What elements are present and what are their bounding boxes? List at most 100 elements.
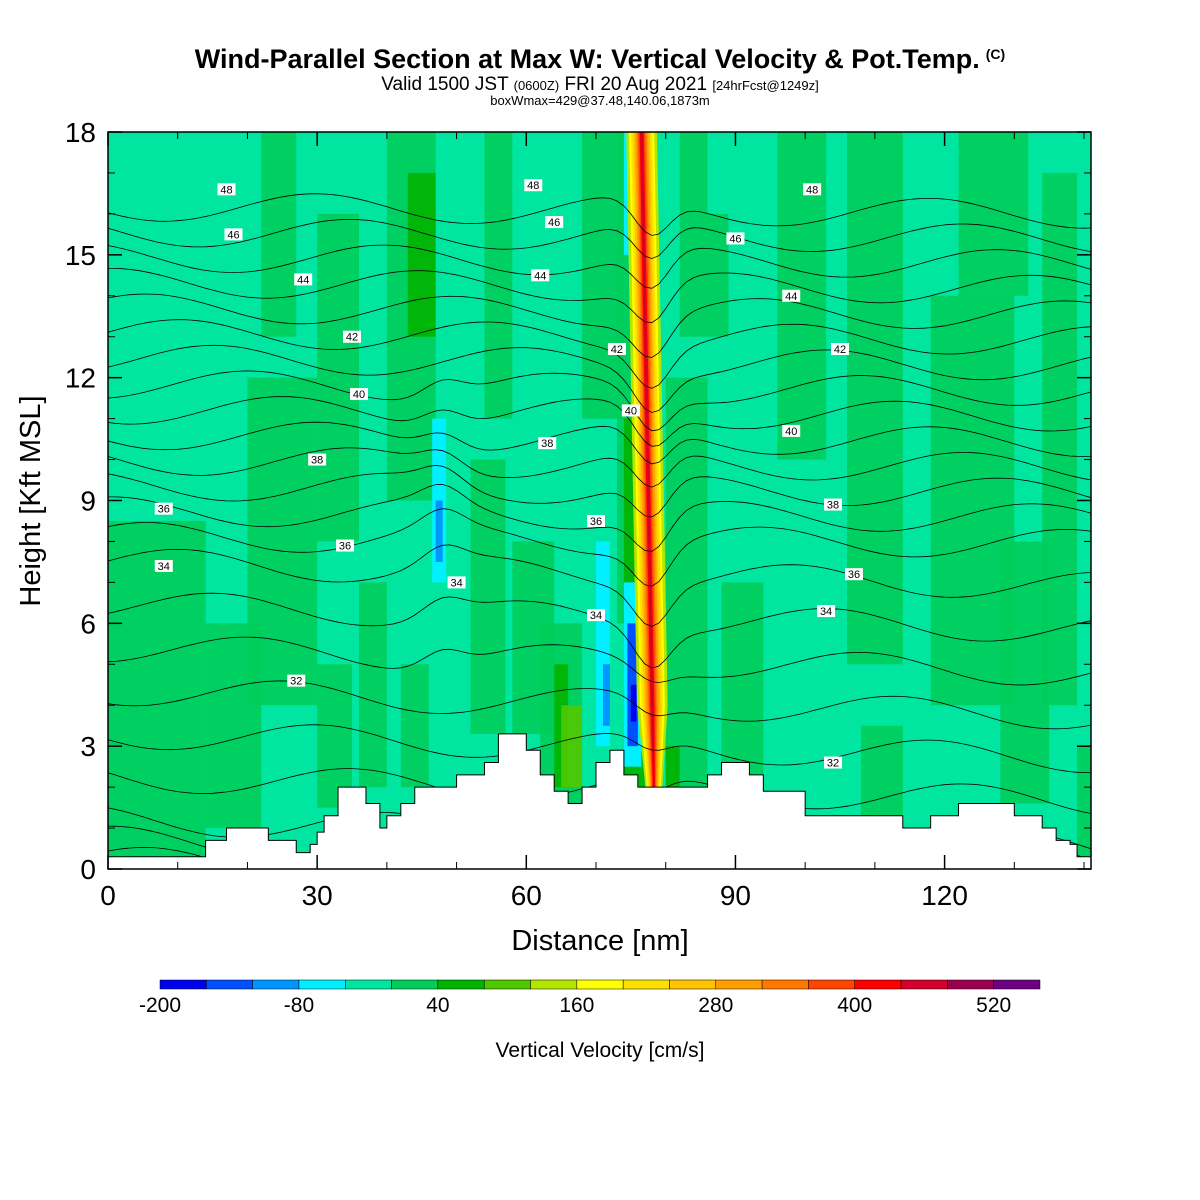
colorbar-swatch (345, 979, 392, 990)
svg-text:34: 34 (590, 610, 602, 622)
svg-text:44: 44 (297, 274, 309, 286)
svg-text:44: 44 (785, 291, 797, 303)
terrain (107, 733, 1092, 870)
colorbar-swatch (761, 979, 809, 990)
y-tick-label: 15 (65, 240, 96, 271)
svg-text:40: 40 (785, 426, 797, 438)
colorbar-swatch (206, 979, 253, 990)
y-tick-label: 12 (65, 363, 96, 394)
copyright-mark: (C) (985, 46, 1006, 62)
colorbar-swatch (669, 979, 717, 990)
svg-text:34: 34 (450, 577, 462, 589)
svg-text:40: 40 (353, 389, 365, 401)
contour-label: 34 (447, 576, 466, 589)
colorbar-tick-label: 280 (698, 994, 733, 1017)
contour-label: 44 (782, 289, 801, 303)
colorbar-swatch (854, 979, 902, 990)
colorbar-swatch (530, 979, 578, 990)
contour-label: 48 (803, 183, 822, 196)
svg-text:36: 36 (158, 504, 170, 516)
svg-text:32: 32 (827, 758, 839, 770)
svg-text:48: 48 (806, 184, 818, 196)
x-axis: 0 30 60 90 120 (100, 132, 1085, 911)
svg-text:36: 36 (339, 541, 351, 553)
svg-text:44: 44 (534, 270, 546, 282)
svg-text:46: 46 (548, 217, 560, 229)
x-tick-label: 0 (100, 880, 116, 911)
contour-label: 36 (844, 568, 863, 581)
contour-label: 38 (824, 498, 843, 512)
svg-text:36: 36 (848, 569, 860, 581)
x-tick-label: 60 (511, 880, 542, 911)
svg-text:42: 42 (834, 344, 846, 356)
y-tick-label: 6 (80, 608, 96, 639)
colorbar-swatch (808, 979, 855, 990)
contour-label: 32 (287, 674, 306, 688)
y-tick-label: 0 (80, 854, 96, 885)
colorbar-swatch (576, 979, 624, 990)
colorbar-swatch (437, 979, 485, 990)
contour-label: 38 (538, 437, 557, 450)
contour-label: 44 (531, 269, 550, 282)
contour-label: 48 (524, 179, 543, 192)
contour-label: 40 (621, 404, 640, 417)
svg-text:46: 46 (227, 229, 239, 241)
y-axis-title: Height [Kft MSL] (15, 395, 47, 606)
x-axis-title: Distance [nm] (511, 925, 688, 957)
colorbar-tick-label: 520 (976, 994, 1011, 1017)
x-tick-label: 120 (921, 880, 968, 911)
colorbar-swatch (159, 979, 207, 990)
contour-label: 34 (817, 605, 836, 618)
contour-label: 36 (587, 514, 606, 528)
colorbar-swatch (252, 979, 300, 990)
svg-text:36: 36 (590, 516, 602, 528)
svg-text:46: 46 (729, 233, 741, 245)
chart-title: Wind-Parallel Section at Max W: Vertical… (194, 44, 1006, 74)
contour-label: 42 (343, 330, 362, 344)
colorbar-tick-label: 400 (837, 994, 872, 1017)
y-tick-label: 18 (65, 117, 96, 148)
colorbar-tick-label: 40 (426, 994, 449, 1017)
colorbar-swatch (947, 979, 994, 990)
svg-text:48: 48 (220, 184, 232, 196)
colorbar-tick-label: -80 (284, 994, 314, 1017)
svg-text:32: 32 (290, 676, 302, 688)
contour-label: 44 (294, 273, 313, 286)
contour-label: 36 (154, 502, 173, 516)
svg-text:42: 42 (611, 344, 623, 356)
contour-labels: 48 48 48 46 46 46 44 44 44 42 42 42 40 40 40 38 38 38 36 36… (154, 179, 863, 770)
svg-text:40: 40 (625, 405, 637, 417)
colorbar-swatch (391, 979, 439, 990)
x-tick-label: 30 (302, 880, 333, 911)
contour-label: 46 (545, 216, 564, 229)
contour-label: 36 (336, 539, 355, 553)
colorbar-swatch (715, 979, 763, 990)
contour-label: 34 (154, 560, 173, 573)
y-tick-label: 3 (80, 731, 96, 762)
colorbar-swatch (900, 979, 948, 990)
colorbar-title: Vertical Velocity [cm/s] (496, 1039, 705, 1062)
svg-text:38: 38 (827, 500, 839, 512)
chart-subtitle: Valid 1500 JST (0600Z) FRI 20 Aug 2021 [… (381, 74, 819, 95)
chart-box-info: boxWmax=429@37.48,140.06,1873m (490, 93, 710, 108)
colorbar-swatch (622, 979, 670, 990)
svg-text:48: 48 (527, 180, 539, 192)
svg-text:42: 42 (346, 332, 358, 344)
colorbar-tick-label: -200 (139, 994, 181, 1017)
colorbar: -200 -80 40 160 280 400 520 (139, 979, 1041, 1017)
x-tick-label: 90 (720, 880, 751, 911)
svg-text:34: 34 (158, 561, 170, 573)
contour-label: 42 (831, 343, 850, 356)
potential-temperature-contours (108, 193, 1091, 869)
contour-label: 32 (824, 756, 843, 770)
svg-text:38: 38 (311, 455, 323, 467)
colorbar-swatch (298, 979, 346, 990)
contour-label: 38 (308, 453, 327, 467)
colorbar-swatch (483, 979, 531, 990)
colorbar-tick-label: 160 (559, 994, 594, 1017)
y-tick-label: 9 (80, 486, 96, 517)
svg-text:38: 38 (541, 438, 553, 450)
contour-label: 34 (587, 609, 606, 622)
